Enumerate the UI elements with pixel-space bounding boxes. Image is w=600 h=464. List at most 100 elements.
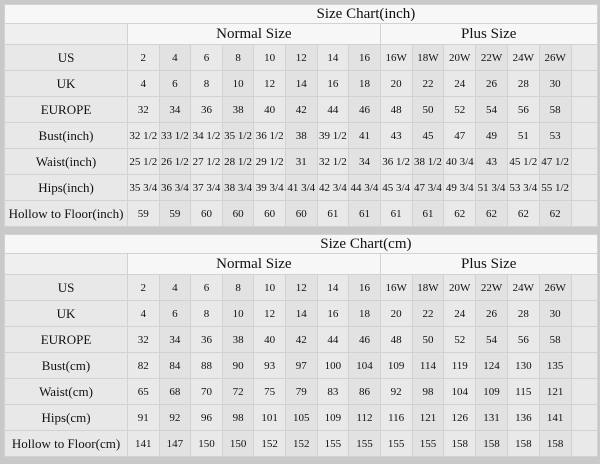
normal-size-cell: 93 (253, 352, 286, 379)
plus-size-cell: 121 (411, 404, 445, 431)
normal-size-cell: 147 (158, 430, 192, 457)
plus-size-cell: 61 (379, 200, 413, 227)
normal-size-cell: 97 (284, 352, 318, 379)
plus-size-cell: 104 (443, 378, 477, 405)
plus-size-cell: 52 (443, 326, 477, 353)
plus-size-cell: 20W (443, 274, 477, 301)
row-label: Hollow to Floor(cm) (4, 430, 128, 457)
normal-size-cell: 8 (190, 300, 223, 327)
plus-size-cell: 18W (411, 44, 445, 71)
plus-size-cell: 45 3/4 (379, 174, 413, 201)
normal-size-cell: 16 (316, 300, 350, 327)
size-chart-cm-table: Size Chart(cm) Normal Size Plus Size US 2 4 6 8… (4, 234, 598, 457)
plus-size-cell: 130 (506, 352, 540, 379)
normal-size-cell: 68 (158, 378, 192, 405)
normal-size-cell: 96 (190, 404, 223, 431)
table-row: EUROPE 32 34 36 38 40 42 44 46 48 50 52 54 56 58 (4, 96, 598, 123)
normal-size-cell: 88 (190, 352, 223, 379)
chart-title: Size Chart(cm) (4, 234, 598, 254)
normal-size-cell: 32 1/2 (316, 148, 350, 175)
row-label: Waist(cm) (4, 378, 128, 405)
normal-size-cell: 44 (316, 96, 350, 123)
plus-size-cell: 48 (379, 326, 413, 353)
normal-size-cell: 36 3/4 (158, 174, 192, 201)
empty-cell (570, 148, 598, 175)
row-label: Bust(cm) (4, 352, 128, 379)
plus-size-cell: 158 (506, 430, 540, 457)
normal-size-cell: 90 (221, 352, 255, 379)
row-label: Waist(inch) (4, 148, 128, 175)
normal-size-cell: 39 1/2 (316, 122, 350, 149)
table-row: Bust(cm) 82 84 88 90 93 97 100 104 109 114 119 124 13… (4, 352, 598, 379)
plus-size-cell: 47 3/4 (411, 174, 445, 201)
normal-size-cell: 38 (221, 96, 255, 123)
table-row: Hollow to Floor(inch) 59 59 60 60 60 60 61 61 61 6… (4, 200, 598, 227)
normal-size-cell: 14 (284, 70, 318, 97)
plus-size-cell: 24 (443, 70, 477, 97)
plus-size-cell: 115 (506, 378, 540, 405)
plus-size-cell: 38 1/2 (411, 148, 445, 175)
plus-size-cell: 155 (411, 430, 445, 457)
row-label: US (4, 44, 128, 71)
normal-size-cell: 60 (221, 200, 255, 227)
chart-title-row: Size Chart(cm) (4, 234, 598, 254)
normal-size-cell: 26 1/2 (158, 148, 192, 175)
normal-size-cell: 28 1/2 (221, 148, 255, 175)
normal-size-cell: 61 (348, 200, 381, 227)
normal-size-cell: 44 3/4 (348, 174, 381, 201)
plus-size-cell: 16W (379, 274, 413, 301)
empty-cell (570, 378, 598, 405)
normal-size-cell: 32 1/2 (127, 122, 160, 149)
plus-size-cell: 155 (379, 430, 413, 457)
size-group-header-row: Normal Size Plus Size (4, 23, 598, 45)
normal-size-cell: 141 (127, 430, 160, 457)
normal-size-cell: 8 (221, 44, 255, 71)
plus-size-cell: 158 (443, 430, 477, 457)
normal-size-cell: 38 3/4 (221, 174, 255, 201)
size-chart-inch-table: Size Chart(inch) Normal Size Plus Size US 2 4… (4, 4, 598, 227)
normal-size-cell: 6 (158, 70, 192, 97)
normal-size-cell: 41 (348, 122, 381, 149)
normal-size-cell: 12 (284, 44, 318, 71)
normal-size-cell: 46 (348, 326, 381, 353)
plus-size-cell: 26 (475, 300, 508, 327)
normal-size-cell: 34 (348, 148, 381, 175)
plus-size-cell: 52 (443, 96, 477, 123)
normal-size-cell: 10 (253, 44, 286, 71)
normal-size-cell: 98 (221, 404, 255, 431)
empty-cell (570, 200, 598, 227)
normal-size-cell: 91 (127, 404, 160, 431)
plus-size-cell: 116 (379, 404, 413, 431)
chart-title: Size Chart(inch) (4, 4, 598, 24)
table-row: Hollow to Floor(cm) 141 147 150 150 152 152 155… (4, 430, 598, 457)
normal-size-cell: 10 (253, 274, 286, 301)
plus-size-cell: 119 (443, 352, 477, 379)
normal-size-cell: 109 (316, 404, 350, 431)
plus-size-cell: 51 (506, 122, 540, 149)
plus-size-cell: 26W (538, 44, 572, 71)
normal-size-cell: 4 (158, 274, 192, 301)
plus-size-cell: 136 (506, 404, 540, 431)
normal-size-cell: 72 (221, 378, 255, 405)
normal-size-cell: 32 (127, 326, 160, 353)
plus-size-cell: 56 (506, 96, 540, 123)
normal-size-cell: 4 (127, 300, 160, 327)
normal-size-cell: 36 1/2 (253, 122, 286, 149)
chart-title-row: Size Chart(inch) (4, 4, 598, 24)
plus-size-cell: 50 (411, 326, 445, 353)
plus-size-cell: 53 3/4 (506, 174, 540, 201)
plus-size-cell: 98 (411, 378, 445, 405)
plus-size-cell: 49 (475, 122, 508, 149)
normal-size-cell: 155 (348, 430, 381, 457)
plus-size-cell: 55 1/2 (538, 174, 572, 201)
normal-size-cell: 35 3/4 (127, 174, 160, 201)
empty-cell (570, 122, 598, 149)
plus-size-cell: 50 (411, 96, 445, 123)
table-row: Bust(inch) 32 1/2 33 1/2 34 1/2 35 1/2 36 1/2… (4, 122, 598, 149)
plus-size-cell: 158 (475, 430, 508, 457)
normal-size-cell: 104 (348, 352, 381, 379)
normal-size-cell: 42 (284, 96, 318, 123)
empty-cell (570, 174, 598, 201)
row-label: UK (4, 300, 128, 327)
plus-size-cell: 28 (506, 300, 540, 327)
